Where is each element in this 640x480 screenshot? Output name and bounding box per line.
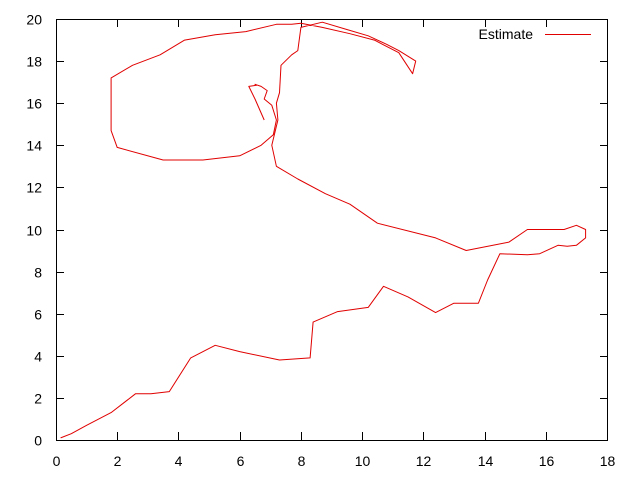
x-tick-label: 6 xyxy=(237,453,245,469)
legend: Estimate xyxy=(479,26,591,42)
x-tick-label: 8 xyxy=(298,453,306,469)
x-tick-label: 18 xyxy=(600,453,616,469)
y-tick-label: 6 xyxy=(34,307,42,323)
plot-frame xyxy=(56,19,608,441)
y-tick-label: 20 xyxy=(26,12,42,28)
x-tick-label: 4 xyxy=(175,453,183,469)
y-axis: 0 2 4 6 8 10 12 14 16 18 20 xyxy=(26,12,608,449)
series-line-estimate xyxy=(60,21,587,439)
y-tick-label: 2 xyxy=(34,391,42,407)
x-tick-label: 14 xyxy=(478,453,494,469)
x-axis: 0 2 4 6 8 10 12 14 16 18 xyxy=(53,19,616,469)
series-group xyxy=(60,21,587,439)
y-tick-label: 0 xyxy=(34,433,42,449)
legend-label: Estimate xyxy=(479,26,534,42)
y-tick-label: 14 xyxy=(26,138,42,154)
y-tick-label: 18 xyxy=(26,54,42,70)
y-tick-label: 12 xyxy=(26,180,42,196)
y-tick-label: 4 xyxy=(34,349,42,365)
x-tick-label: 12 xyxy=(416,453,432,469)
x-tick-label: 10 xyxy=(355,453,371,469)
x-tick-label: 0 xyxy=(53,453,61,469)
y-tick-label: 16 xyxy=(26,96,42,112)
y-tick-label: 10 xyxy=(26,223,42,239)
x-tick-label: 16 xyxy=(539,453,555,469)
y-tick-label: 8 xyxy=(34,265,42,281)
x-tick-label: 2 xyxy=(114,453,122,469)
